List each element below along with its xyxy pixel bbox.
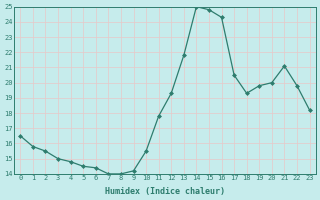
X-axis label: Humidex (Indice chaleur): Humidex (Indice chaleur): [105, 187, 225, 196]
